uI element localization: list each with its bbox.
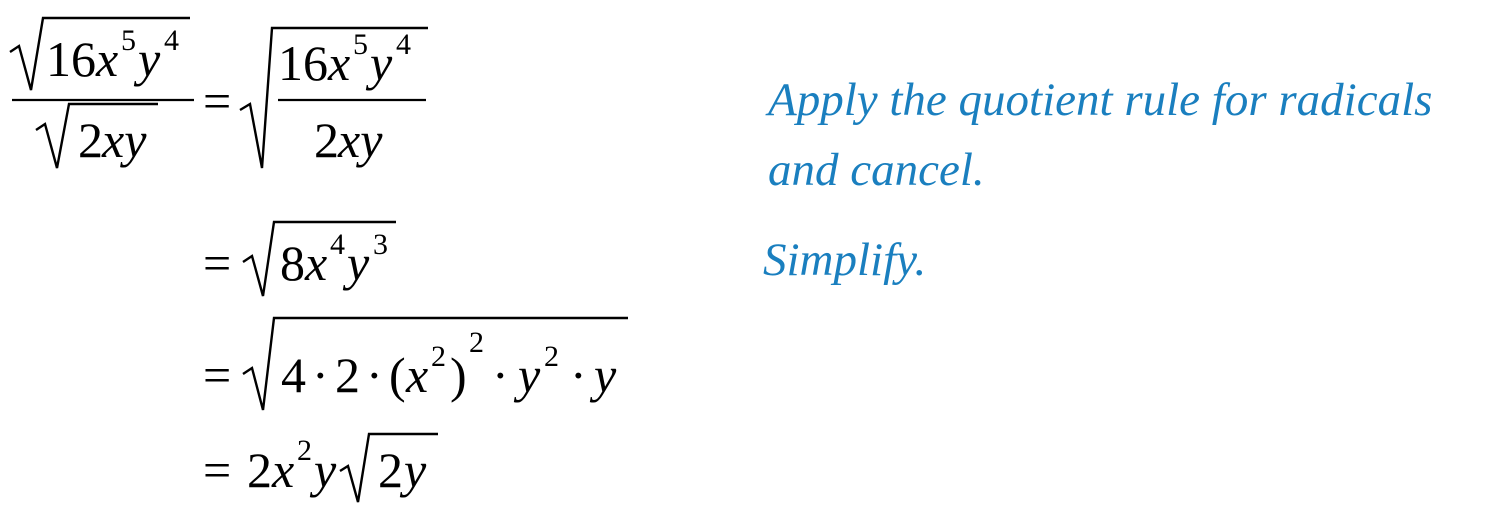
equals-sign-3: = (203, 347, 231, 403)
step4-y: y (309, 442, 337, 498)
step4-x: x (271, 442, 294, 498)
step4-coef: 2 (247, 442, 272, 498)
step3-x-exp: 2 (431, 340, 446, 373)
equals-sign-1: = (203, 73, 231, 129)
step4-x-exp: 2 (297, 434, 312, 467)
step1-num-coef: 16 (278, 35, 328, 91)
equals-sign-4: = (203, 442, 231, 498)
step2-x-exp: 4 (330, 228, 345, 261)
step2-coef: 8 (280, 235, 305, 291)
step3-y1: y (513, 347, 541, 403)
lhs-num-y-exp: 4 (164, 24, 179, 57)
step1-num-y-exp: 4 (396, 28, 411, 61)
step3-dot-1: · (312, 347, 329, 403)
step3-expression: 4 · 2 · ( x 2 ) 2 · y 2 · y (242, 316, 628, 411)
lhs-denominator-radical (35, 102, 158, 169)
step3-paren-exp: 2 (469, 326, 484, 359)
step1-num-x-exp: 5 (353, 28, 368, 61)
step1-expression: 16 x 5 y 4 2 xy (239, 26, 428, 169)
step4-rad-y: y (399, 442, 427, 498)
step3-factor-4: 4 (281, 347, 306, 403)
step1-num-x: x (327, 35, 350, 91)
step1-den-vars: xy (337, 112, 383, 168)
annotation-step2: Simplify. (763, 234, 926, 286)
step3-radical (242, 316, 628, 411)
step3-y1-exp: 2 (544, 340, 559, 373)
step3-dot-3: · (492, 347, 509, 403)
lhs-den-vars: xy (101, 112, 147, 168)
annotations: Apply the quotient rule for radicals and… (763, 74, 1432, 286)
annotation-step1-line1: Apply the quotient rule for radicals (765, 74, 1432, 126)
step2-radical (242, 220, 396, 297)
lhs-fraction: 16 x 5 y 4 2 xy (9, 16, 194, 169)
lhs-numerator-radical (9, 16, 190, 91)
step3-y2: y (589, 347, 617, 403)
lhs-den-coef: 2 (78, 112, 103, 168)
annotation-step1-line2: and cancel. (768, 144, 985, 196)
equals-sign-2: = (203, 235, 231, 291)
step4-radical (339, 432, 438, 503)
step3-dot-2: · (366, 347, 383, 403)
step3-close-paren: ) (450, 347, 467, 403)
lhs-num-x: x (95, 31, 118, 87)
step4-rad-coef: 2 (378, 442, 403, 498)
step1-radical (239, 26, 428, 169)
step1-den-coef: 2 (314, 112, 339, 168)
step2-x: x (304, 235, 327, 291)
step2-y-exp: 3 (373, 228, 388, 261)
lhs-num-coef: 16 (46, 31, 96, 87)
step3-dot-4: · (570, 347, 587, 403)
lhs-num-y: y (133, 31, 161, 87)
step3-open-paren: ( (389, 347, 406, 403)
step4-expression: 2 x 2 y 2 y (247, 432, 438, 503)
step3-factor-2: 2 (335, 347, 360, 403)
lhs-num-x-exp: 5 (121, 24, 136, 57)
step3-x: x (405, 347, 428, 403)
step2-y: y (342, 235, 370, 291)
step2-expression: 8 x 4 y 3 (242, 220, 396, 297)
step1-num-y: y (365, 35, 393, 91)
